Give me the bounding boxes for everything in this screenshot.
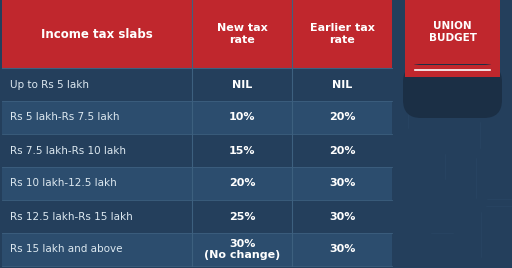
- Text: Rs 5 lakh-Rs 7.5 lakh: Rs 5 lakh-Rs 7.5 lakh: [10, 113, 119, 122]
- Bar: [2, 167, 392, 200]
- Text: Income tax slabs: Income tax slabs: [41, 28, 153, 40]
- Text: 10%: 10%: [229, 113, 255, 122]
- Text: New tax
rate: New tax rate: [217, 23, 267, 45]
- Text: Rs 10 lakh-12.5 lakh: Rs 10 lakh-12.5 lakh: [10, 178, 117, 188]
- Text: Rs 15 lakh and above: Rs 15 lakh and above: [10, 244, 122, 255]
- Bar: [405, 65, 500, 77]
- Text: Up to Rs 5 lakh: Up to Rs 5 lakh: [10, 80, 89, 90]
- Text: 30%: 30%: [329, 244, 355, 255]
- Bar: [2, 233, 392, 266]
- Bar: [2, 0, 392, 68]
- Text: 20%: 20%: [329, 113, 355, 122]
- FancyBboxPatch shape: [403, 64, 502, 118]
- Text: UNION
BUDGET: UNION BUDGET: [429, 21, 477, 43]
- Text: Rs 7.5 lakh-Rs 10 lakh: Rs 7.5 lakh-Rs 10 lakh: [10, 146, 126, 155]
- Bar: [2, 68, 392, 101]
- Text: 15%: 15%: [229, 146, 255, 155]
- Bar: [405, 0, 500, 72]
- Text: 25%: 25%: [229, 211, 255, 221]
- Text: 30%: 30%: [329, 211, 355, 221]
- Bar: [2, 200, 392, 233]
- Text: Rs 12.5 lakh-Rs 15 lakh: Rs 12.5 lakh-Rs 15 lakh: [10, 211, 133, 221]
- Bar: [2, 101, 392, 134]
- Text: 30%: 30%: [329, 178, 355, 188]
- Text: 20%: 20%: [329, 146, 355, 155]
- Text: NIL: NIL: [332, 80, 352, 90]
- Text: NIL: NIL: [232, 80, 252, 90]
- Text: 30%
(No change): 30% (No change): [204, 239, 280, 260]
- Text: Earlier tax
rate: Earlier tax rate: [310, 23, 374, 45]
- Bar: [2, 134, 392, 167]
- Text: 20%: 20%: [229, 178, 255, 188]
- Text: 2020: 2020: [431, 84, 474, 99]
